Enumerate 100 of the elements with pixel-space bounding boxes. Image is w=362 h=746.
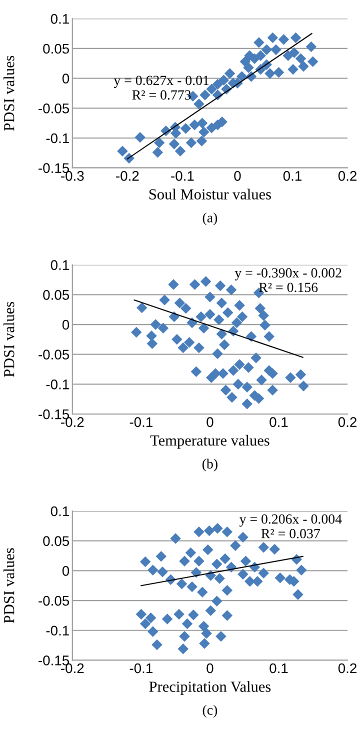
point [222, 585, 233, 596]
point [295, 53, 306, 64]
point [205, 605, 216, 616]
point [206, 84, 217, 94]
point [156, 550, 167, 562]
x-tick-label: 0.1 [283, 170, 302, 181]
point [152, 146, 164, 158]
point [252, 576, 263, 587]
point [216, 630, 226, 642]
x-tick-label: 0.1 [270, 663, 288, 674]
x-tick-label: 0.1 [270, 417, 288, 428]
y-tick-label: -0.05 [38, 596, 70, 606]
y-tick-label: -0.15 [38, 656, 70, 666]
point [222, 610, 233, 621]
point [157, 566, 168, 578]
y-tick-label: 0.05 [43, 290, 70, 300]
point [145, 612, 156, 624]
point [211, 558, 222, 570]
text: (a) [202, 212, 218, 226]
annotation: y = 0.206x - 0.004 R² = 0.037 [239, 514, 342, 538]
x-tick-label: -0.2 [61, 663, 84, 674]
point [185, 547, 196, 558]
y-tick-label: 0.05 [43, 536, 70, 546]
point [269, 544, 280, 555]
x-axis-title: Temperature values [150, 434, 270, 449]
y-tick-label: -0.15 [38, 163, 70, 174]
point [174, 608, 184, 620]
point [140, 556, 151, 568]
point [186, 137, 197, 148]
x-tick-label: -0.1 [130, 663, 152, 674]
x-tick-label: 0.2 [338, 170, 356, 181]
point [179, 556, 190, 567]
point [188, 609, 199, 620]
point [136, 608, 147, 620]
point [198, 126, 210, 138]
point [178, 643, 189, 654]
point [258, 568, 269, 578]
point [220, 553, 230, 564]
point [258, 542, 269, 553]
point [212, 522, 223, 534]
text: (b) [202, 458, 218, 472]
point [194, 556, 204, 567]
y-axis-title: PDSI values [4, 302, 14, 377]
point [298, 61, 309, 72]
point [134, 132, 146, 143]
point [288, 64, 298, 75]
point [214, 573, 225, 584]
point [189, 120, 200, 130]
y-tick-label: 0.1 [50, 260, 69, 270]
y-tick-label: -0.1 [46, 380, 69, 390]
x-tick-label: 0 [234, 170, 241, 181]
point [264, 68, 276, 79]
point [307, 56, 318, 67]
y-axis-title: PDSI values [4, 56, 14, 131]
point [154, 137, 165, 148]
point [174, 146, 186, 157]
point [288, 47, 300, 58]
point [274, 572, 286, 584]
point [273, 66, 284, 78]
point [194, 526, 204, 538]
x-axis-title: Precipitation Values [149, 681, 271, 695]
point [244, 50, 255, 62]
point [196, 118, 208, 128]
point [152, 639, 162, 650]
y-tick-label: -0.05 [38, 350, 70, 360]
point [202, 544, 214, 556]
x-tick-label: -0.2 [61, 417, 84, 428]
point [196, 136, 208, 146]
point [197, 586, 208, 598]
y-tick-label: 0 [62, 74, 70, 84]
x-axis-title: Soul Moistur values [149, 188, 271, 200]
point [296, 564, 307, 576]
point [176, 578, 188, 590]
x-tick-label: 0.2 [338, 417, 356, 428]
y-tick-label: 0.1 [50, 14, 69, 24]
point [238, 532, 248, 543]
point [292, 589, 304, 600]
x-tick-label: 0.2 [338, 663, 356, 674]
y-tick-label: 0.1 [50, 506, 69, 516]
point [198, 620, 210, 632]
point [190, 567, 202, 578]
x-tick-label: -0.1 [171, 170, 194, 181]
point [186, 581, 198, 592]
y-tick-label: -0.1 [46, 133, 69, 144]
point [222, 526, 233, 538]
point [212, 78, 224, 90]
y-tick-label: 0 [62, 566, 70, 576]
point [270, 44, 282, 56]
point [168, 138, 180, 150]
y-tick-label: -0.05 [38, 104, 70, 114]
point [278, 34, 290, 45]
point [290, 32, 302, 44]
y-tick-label: 0.05 [43, 44, 70, 54]
point [180, 123, 192, 134]
x-tick-label: -0.3 [61, 170, 84, 181]
point [240, 556, 252, 567]
y-axis-title: PDSI values [4, 548, 14, 624]
point [218, 74, 230, 86]
point [182, 618, 193, 630]
point [140, 618, 151, 630]
